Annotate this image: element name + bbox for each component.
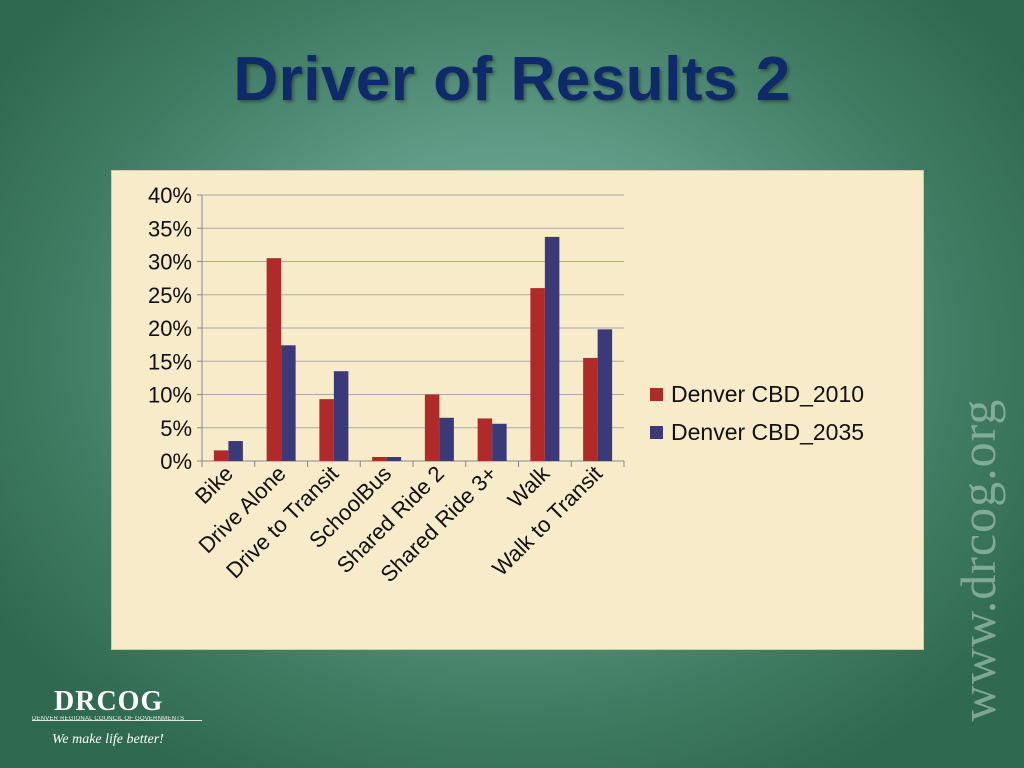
legend-item: Denver CBD_2035 <box>650 413 864 451</box>
y-tick-label: 20% <box>148 316 192 341</box>
y-tick-label: 5% <box>160 416 192 441</box>
bar-denver-cbd-2035 <box>333 371 349 461</box>
bar-denver-cbd-2035 <box>281 345 296 461</box>
legend-swatch <box>650 387 663 401</box>
y-tick-label: 40% <box>148 183 192 208</box>
logo-tagline: We make life better! <box>52 732 164 747</box>
logo-name: DRCOG <box>54 686 164 717</box>
bar-denver-cbd-2010 <box>266 258 282 461</box>
bar-denver-cbd-2010 <box>213 450 229 461</box>
logo-org-line: DENVER REGIONAL COUNCIL OF GOVERNMENTS <box>32 716 185 722</box>
y-tick-label: 15% <box>148 349 192 374</box>
y-tick-label: 30% <box>148 250 192 275</box>
bar-denver-cbd-2035 <box>228 441 243 461</box>
x-category-label: Bike <box>190 461 238 509</box>
logo-divider <box>32 720 202 721</box>
bar-denver-cbd-2035 <box>386 457 402 461</box>
legend-item: Denver CBD_2010 <box>650 375 864 413</box>
bar-denver-cbd-2035 <box>492 423 507 461</box>
bar-denver-cbd-2010 <box>372 457 387 461</box>
bar-denver-cbd-2035 <box>544 236 560 461</box>
chart-legend: Denver CBD_2010 Denver CBD_2035 <box>650 375 864 451</box>
slide-title: Driver of Results 2 <box>233 45 791 114</box>
y-tick-label: 35% <box>148 216 192 241</box>
watermark-text: www.drcog.org <box>950 398 1006 722</box>
bar-denver-cbd-2010 <box>583 357 598 461</box>
y-tick-label: 0% <box>160 449 192 474</box>
bar-denver-cbd-2010 <box>530 288 545 461</box>
legend-swatch <box>650 425 663 439</box>
drcog-logo: DRCOG DENVER REGIONAL COUNCIL OF GOVERNM… <box>26 686 206 754</box>
bar-denver-cbd-2035 <box>597 329 613 461</box>
y-tick-label: 10% <box>148 383 192 408</box>
legend-label: Denver CBD_2035 <box>671 418 865 445</box>
y-tick-label: 25% <box>148 283 192 308</box>
bar-denver-cbd-2035 <box>439 417 454 461</box>
legend-label: Denver CBD_2010 <box>671 380 865 407</box>
bar-denver-cbd-2010 <box>477 418 493 461</box>
bar-denver-cbd-2010 <box>424 394 440 461</box>
chart-panel: 0% 5% 10% 15% 20% 25% 30% 35% 40% Bike Drive Alone… <box>111 170 924 650</box>
bar-denver-cbd-2010 <box>319 399 334 461</box>
